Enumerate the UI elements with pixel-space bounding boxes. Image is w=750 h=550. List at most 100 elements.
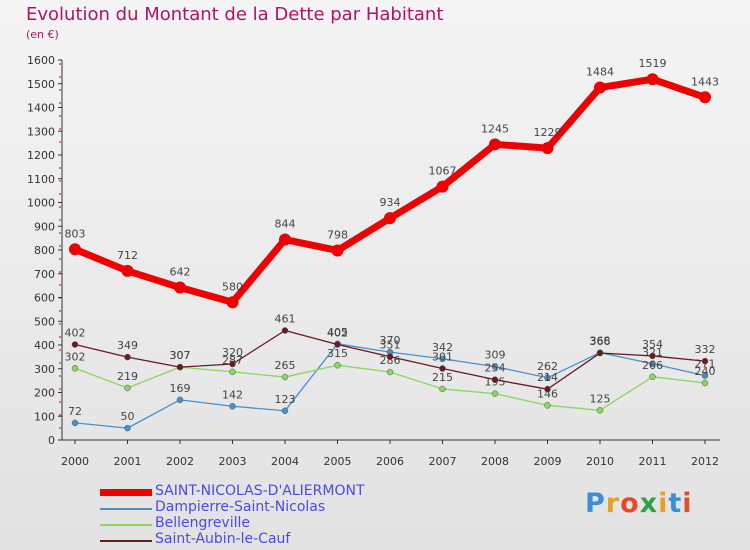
y-tick-label: 800 xyxy=(34,244,55,257)
y-tick-label: 1200 xyxy=(27,149,55,162)
x-tick-label: 2006 xyxy=(376,455,404,468)
data-point-2 xyxy=(71,365,79,372)
legend-swatch xyxy=(100,524,152,526)
y-tick-label: 700 xyxy=(34,268,55,281)
data-label-3: 214 xyxy=(537,371,558,384)
line-chart: 0 100 200 300 400 500 600 700 800 900 1000 1100 1200… xyxy=(27,54,720,468)
data-point-0 xyxy=(69,243,81,256)
data-point-2 xyxy=(281,373,289,381)
data-label-2: 265 xyxy=(275,359,296,372)
legend-label: Bellengreville xyxy=(155,515,250,531)
data-point-1 xyxy=(124,424,131,432)
data-label-3: 254 xyxy=(485,362,506,375)
y-tick-label: 1500 xyxy=(27,78,55,91)
data-label-1: 309 xyxy=(485,349,506,362)
data-point-2 xyxy=(439,385,446,393)
data-label-1: 72 xyxy=(68,405,82,418)
data-label-2: 266 xyxy=(642,359,663,372)
data-point-1 xyxy=(229,403,236,410)
data-point-1 xyxy=(701,372,709,379)
x-tick-label: 2011 xyxy=(639,455,667,468)
data-point-1 xyxy=(176,396,184,404)
y-tick-label: 100 xyxy=(34,410,55,423)
data-point-3 xyxy=(334,341,341,348)
data-point-0 xyxy=(279,233,291,246)
data-label-1: 342 xyxy=(432,341,453,354)
data-point-3 xyxy=(71,341,79,348)
data-label-3: 402 xyxy=(327,327,348,340)
data-point-3 xyxy=(229,360,236,368)
x-tick-label: 2003 xyxy=(219,455,247,468)
data-point-3 xyxy=(649,352,656,360)
data-label-3: 366 xyxy=(590,335,611,348)
data-label-3: 332 xyxy=(695,343,716,356)
data-point-1 xyxy=(491,363,499,370)
data-label-3: 307 xyxy=(170,349,191,362)
data-label-3: 301 xyxy=(432,351,453,364)
y-tick-label: 400 xyxy=(34,339,55,352)
data-label-3: 354 xyxy=(642,338,663,351)
data-label-1: 405 xyxy=(327,326,348,339)
data-label-2: 219 xyxy=(117,370,138,383)
data-point-2 xyxy=(386,368,394,376)
data-point-3 xyxy=(124,353,131,361)
data-point-0 xyxy=(646,73,659,86)
data-point-2 xyxy=(229,368,236,376)
data-label-2: 307 xyxy=(170,349,191,362)
data-point-3 xyxy=(491,376,499,383)
data-label-0: 1484 xyxy=(586,66,614,79)
data-label-0: 798 xyxy=(327,228,348,241)
data-point-2 xyxy=(701,379,709,387)
data-label-0: 1229 xyxy=(534,126,562,139)
x-tick-label: 2007 xyxy=(429,455,457,468)
x-tick-label: 2009 xyxy=(534,455,562,468)
data-label-2: 302 xyxy=(65,350,86,363)
data-point-0 xyxy=(594,81,606,94)
data-label-3: 402 xyxy=(65,327,86,340)
chart-subtitle: (en €) xyxy=(26,28,59,41)
data-point-2 xyxy=(334,361,341,369)
data-label-0: 712 xyxy=(117,249,138,262)
data-point-1 xyxy=(71,419,79,427)
x-tick-label: 2005 xyxy=(324,455,352,468)
data-point-2 xyxy=(649,373,656,381)
data-label-0: 844 xyxy=(275,218,296,231)
y-tick-label: 200 xyxy=(34,387,55,400)
data-label-0: 1519 xyxy=(639,57,667,70)
data-point-0 xyxy=(384,212,396,225)
data-point-0 xyxy=(226,296,239,309)
x-tick-label: 2000 xyxy=(61,455,89,468)
y-tick-label: 1600 xyxy=(27,54,55,67)
data-point-1 xyxy=(544,374,551,382)
y-tick-label: 1300 xyxy=(27,125,55,138)
x-tick-label: 2008 xyxy=(481,455,509,468)
legend-label: Saint-Aubin-le-Cauf xyxy=(155,531,291,547)
data-point-3 xyxy=(176,363,184,371)
x-tick-label: 2010 xyxy=(586,455,614,468)
data-point-1 xyxy=(281,407,289,415)
data-point-0 xyxy=(489,138,501,151)
y-tick-label: 1400 xyxy=(27,102,55,115)
data-label-0: 1245 xyxy=(481,122,509,135)
data-point-0 xyxy=(436,180,449,193)
y-tick-label: 900 xyxy=(34,220,55,233)
legend-swatch xyxy=(100,540,152,542)
data-point-2 xyxy=(544,402,551,409)
data-label-3: 349 xyxy=(117,339,138,352)
data-label-2: 215 xyxy=(432,371,453,384)
data-label-0: 1067 xyxy=(429,165,457,178)
data-label-1: 50 xyxy=(121,410,135,423)
data-point-0 xyxy=(331,244,344,257)
x-tick-label: 2004 xyxy=(271,455,299,468)
y-tick-label: 300 xyxy=(34,363,55,376)
data-point-1 xyxy=(439,355,446,363)
data-label-1: 262 xyxy=(537,360,558,373)
data-point-2 xyxy=(124,384,131,392)
y-tick-label: 600 xyxy=(34,292,55,305)
data-label-2: 125 xyxy=(590,392,611,405)
data-label-1: 123 xyxy=(275,393,296,406)
data-label-0: 934 xyxy=(380,196,401,209)
data-point-0 xyxy=(174,281,186,294)
legend-swatch xyxy=(100,508,152,510)
data-point-0 xyxy=(121,264,134,277)
